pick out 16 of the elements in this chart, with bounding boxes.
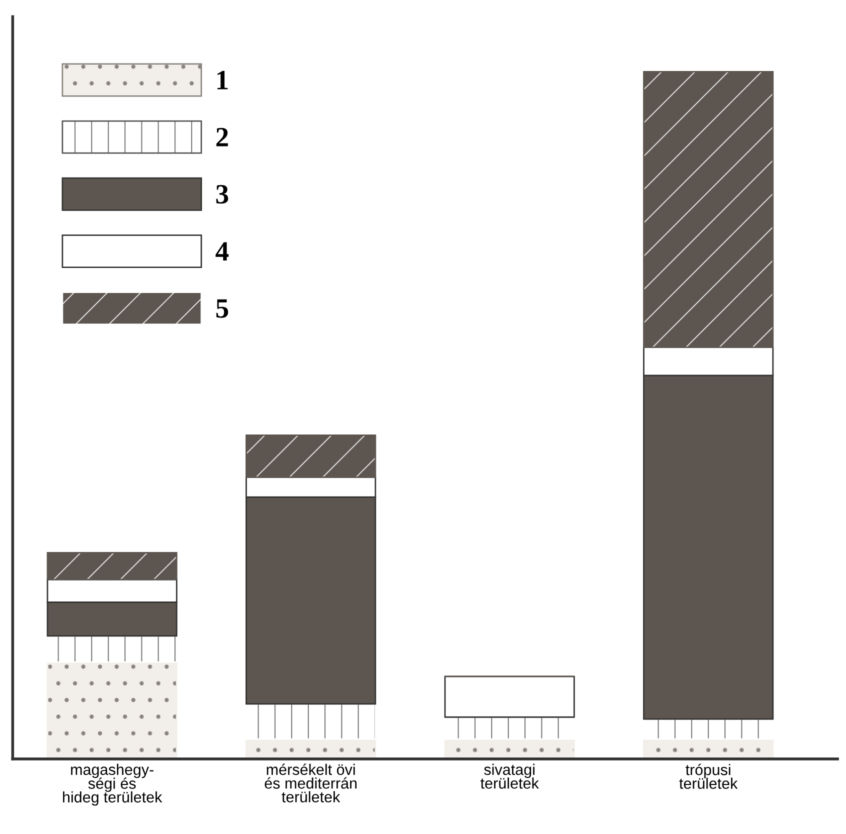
bar	[246, 434, 376, 478]
x-tick-label: sivatagi területek	[480, 764, 539, 789]
legend-label: 1	[217, 70, 228, 90]
bar	[246, 703, 376, 740]
bar	[643, 70, 774, 348]
bar	[643, 718, 774, 740]
x-tick-label: mérsékelt övi és mediterrán területek	[264, 764, 357, 802]
legend-label: 2	[216, 128, 228, 146]
legend-label: 3	[216, 185, 228, 204]
legend-label: 5	[216, 299, 228, 318]
legend-label: 4	[216, 242, 229, 260]
x-tick-label: trópusi területek	[679, 764, 738, 789]
x-tick-label: magashegy- ségi és hideg területek	[63, 764, 162, 806]
bar	[46, 552, 178, 580]
bar	[46, 661, 178, 759]
bar	[46, 635, 178, 663]
